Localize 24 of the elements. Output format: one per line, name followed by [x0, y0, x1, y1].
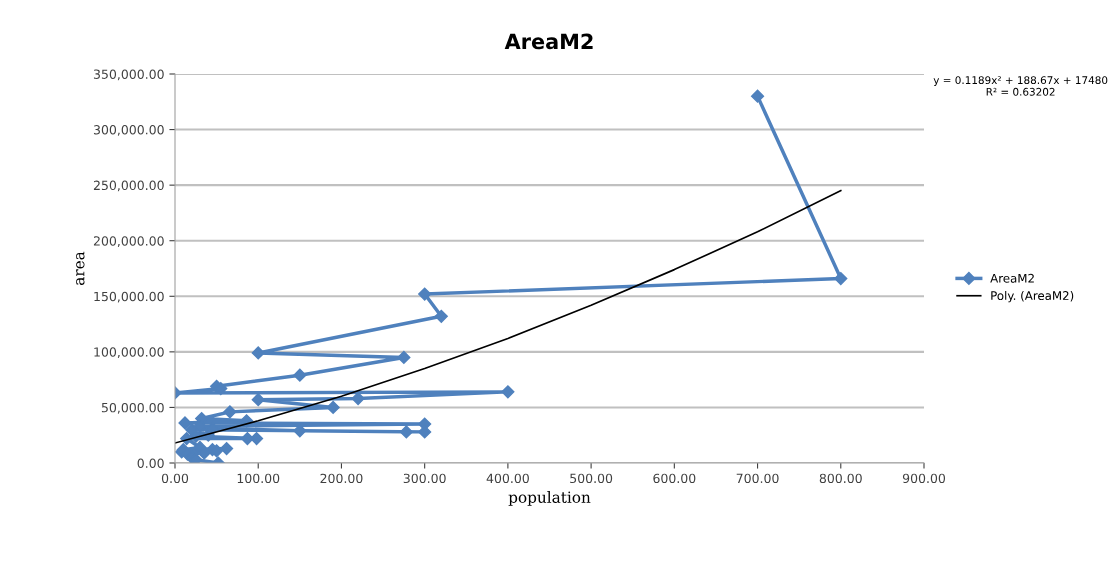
x-tick-label: 700.00	[736, 473, 779, 484]
x-axis-title: population	[508, 491, 591, 506]
legend-label: AreaM2	[990, 273, 1034, 283]
x-tick-label: 400.00	[486, 473, 529, 484]
y-axis-title: area	[76, 251, 85, 286]
x-tick-label: 0.00	[161, 473, 189, 484]
chart-title: AreaM2	[504, 33, 593, 50]
y-tick-label: 150,000.00	[94, 291, 164, 303]
y-tick-label: 350,000.00	[93, 69, 164, 81]
x-tick-label: 500.00	[570, 473, 613, 484]
x-tick-label: 200.00	[320, 473, 363, 484]
y-tick-label: 300,000.00	[93, 125, 164, 136]
y-tick-label: 250,000.00	[93, 180, 164, 192]
legend-label: Poly. (AreaM2)	[991, 290, 1074, 303]
y-tick-label: 100,000.00	[94, 347, 164, 359]
x-tick-label: 900.00	[902, 473, 946, 484]
x-tick-label: 800.00	[819, 473, 862, 484]
y-tick-label: 0.00	[137, 458, 164, 468]
x-tick-label: 600.00	[653, 473, 696, 484]
x-tick-label: 100.00	[237, 473, 280, 484]
text: y = 0.1189x² + 188.67x + 17480 R² = 0.63202	[933, 76, 1108, 96]
x-tick-label: 300.00	[403, 473, 446, 484]
y-tick-label: 50,000.00	[101, 402, 164, 414]
y-tick-label: 200,000.00	[93, 236, 164, 247]
